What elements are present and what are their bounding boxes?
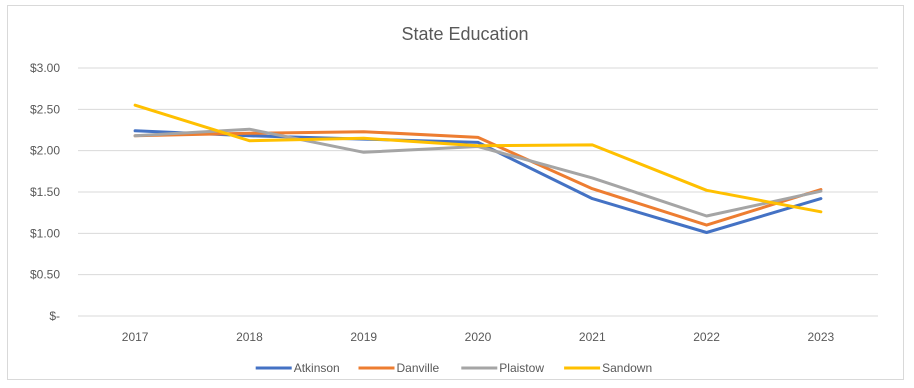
series-line-sandown <box>133 103 823 214</box>
y-tick-label: $1.50 <box>30 185 60 199</box>
x-axis-ticks: 2017 2018 2019 2020 2021 2022 2023 <box>122 330 835 344</box>
series-line-danville <box>133 130 823 227</box>
x-tick-label: 2020 <box>465 330 492 344</box>
x-tick-label: 2023 <box>808 330 835 344</box>
x-tick-label: 2022 <box>693 330 720 344</box>
legend-label: Plaistow <box>499 361 544 375</box>
y-tick-label: $2.00 <box>30 144 60 158</box>
x-tick-label: 2017 <box>122 330 149 344</box>
y-tick-label: $0.50 <box>30 268 60 282</box>
y-tick-label: $3.00 <box>30 61 60 75</box>
y-tick-label: $- <box>49 309 60 323</box>
y-tick-label: $1.00 <box>30 226 60 240</box>
legend-label: Sandown <box>602 361 652 375</box>
series-lines <box>133 103 823 234</box>
legend: Atkinson Danville Plaistow Sandown <box>255 361 652 375</box>
x-tick-label: 2021 <box>579 330 606 344</box>
x-tick-label: 2019 <box>350 330 377 344</box>
y-axis-ticks: $- $0.50 $1.00 $1.50 $2.00 $2.50 $3.00 <box>30 61 60 323</box>
series-line-atkinson <box>133 129 823 234</box>
chart-title: State Education <box>401 24 528 44</box>
legend-label: Atkinson <box>294 361 340 375</box>
y-tick-label: $2.50 <box>30 102 60 116</box>
gridlines <box>78 67 878 317</box>
x-tick-label: 2018 <box>236 330 263 344</box>
legend-label: Danville <box>397 361 440 375</box>
